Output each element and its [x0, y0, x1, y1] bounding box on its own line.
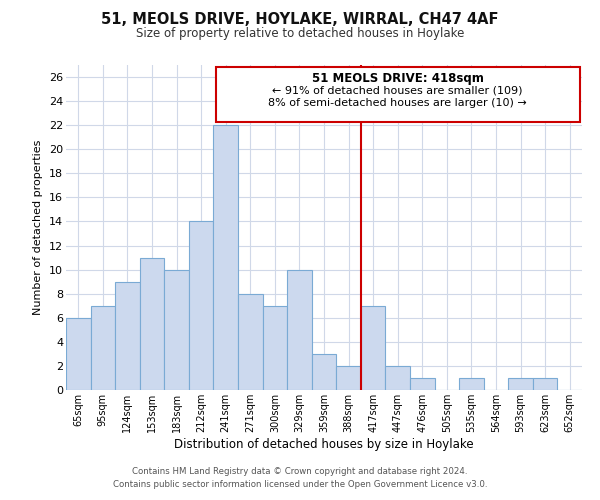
- Bar: [140, 258, 164, 390]
- Bar: [214, 125, 238, 390]
- Bar: [312, 354, 336, 390]
- Bar: [336, 366, 361, 390]
- Text: 8% of semi-detached houses are larger (10) →: 8% of semi-detached houses are larger (1…: [268, 98, 527, 108]
- Bar: [385, 366, 410, 390]
- Y-axis label: Number of detached properties: Number of detached properties: [34, 140, 43, 315]
- Text: Size of property relative to detached houses in Hoylake: Size of property relative to detached ho…: [136, 28, 464, 40]
- Bar: [287, 270, 312, 390]
- Bar: [66, 318, 91, 390]
- X-axis label: Distribution of detached houses by size in Hoylake: Distribution of detached houses by size …: [174, 438, 474, 450]
- Text: ← 91% of detached houses are smaller (109): ← 91% of detached houses are smaller (10…: [272, 86, 523, 96]
- Text: Contains HM Land Registry data © Crown copyright and database right 2024.
Contai: Contains HM Land Registry data © Crown c…: [113, 467, 487, 489]
- Bar: [263, 306, 287, 390]
- Bar: [238, 294, 263, 390]
- Text: 51, MEOLS DRIVE, HOYLAKE, WIRRAL, CH47 4AF: 51, MEOLS DRIVE, HOYLAKE, WIRRAL, CH47 4…: [101, 12, 499, 28]
- Text: 51 MEOLS DRIVE: 418sqm: 51 MEOLS DRIVE: 418sqm: [312, 72, 484, 85]
- Bar: [361, 306, 385, 390]
- Bar: [508, 378, 533, 390]
- Bar: [459, 378, 484, 390]
- Bar: [533, 378, 557, 390]
- FancyBboxPatch shape: [216, 67, 580, 122]
- Bar: [115, 282, 140, 390]
- Bar: [91, 306, 115, 390]
- Bar: [410, 378, 434, 390]
- Bar: [164, 270, 189, 390]
- Bar: [189, 222, 214, 390]
